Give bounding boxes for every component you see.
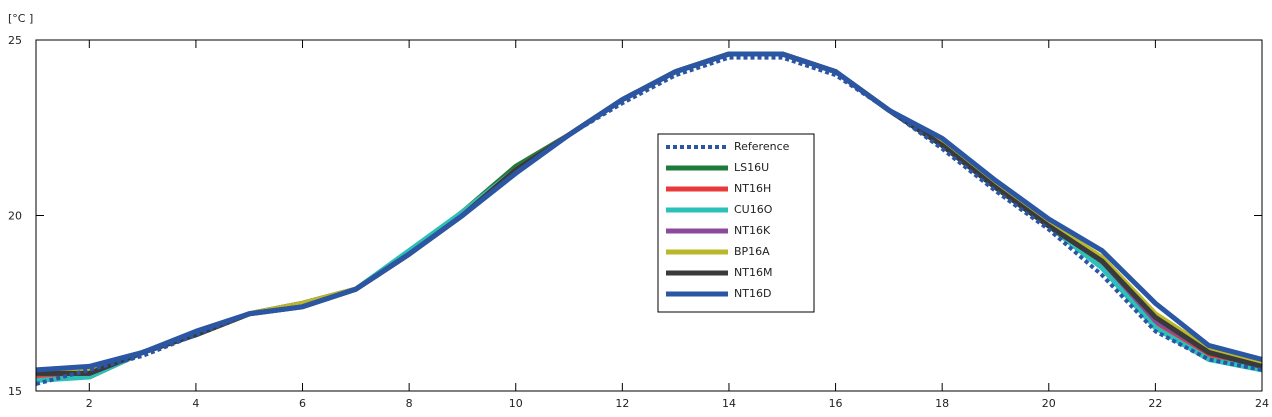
series-line-nt16d bbox=[35, 51, 1263, 373]
legend-label-reference: Reference bbox=[734, 140, 790, 153]
series-line-cu16o bbox=[35, 51, 1263, 383]
legend-label-nt16k: NT16K bbox=[734, 224, 771, 237]
series-line-ls16u bbox=[36, 51, 1263, 380]
y-tick-label: 20 bbox=[8, 210, 22, 223]
legend-label-ls16u: LS16U bbox=[734, 161, 769, 174]
x-tick-label: 22 bbox=[1148, 397, 1162, 410]
y-tick-label: 25 bbox=[8, 34, 22, 47]
x-tick-label: 24 bbox=[1255, 397, 1269, 410]
legend-label-nt16h: NT16H bbox=[734, 182, 771, 195]
x-tick-label: 4 bbox=[192, 397, 199, 410]
x-tick-label: 8 bbox=[406, 397, 413, 410]
series-line-reference bbox=[35, 55, 1263, 386]
x-tick-label: 16 bbox=[829, 397, 843, 410]
x-tick-label: 2 bbox=[86, 397, 93, 410]
legend-box bbox=[657, 133, 815, 313]
x-tick-label: 10 bbox=[509, 397, 523, 410]
legend-items: Reference LS16U NT16H CU16O NT16K BP16A NT16M N… bbox=[666, 140, 790, 300]
series-lines bbox=[35, 51, 1263, 386]
legend-label-nt16d: NT16D bbox=[734, 287, 771, 300]
y-unit-label: [°C ] bbox=[8, 12, 33, 25]
x-tick-label: 20 bbox=[1042, 397, 1056, 410]
x-tick-label: 18 bbox=[935, 397, 949, 410]
legend-label-cu16o: CU16O bbox=[734, 203, 773, 216]
y-tick-label: 15 bbox=[8, 385, 22, 398]
x-tick-label: 14 bbox=[722, 397, 736, 410]
x-tick-label: 12 bbox=[615, 397, 629, 410]
x-tick-label: 6 bbox=[299, 397, 306, 410]
plot-frame bbox=[35, 39, 1263, 392]
series-line-nt16h bbox=[36, 51, 1263, 380]
legend-label-bp16a: BP16A bbox=[734, 245, 770, 258]
legend-label-nt16m: NT16M bbox=[734, 266, 772, 279]
legend: Reference LS16U NT16H CU16O NT16K BP16A NT16M N… bbox=[657, 133, 815, 313]
